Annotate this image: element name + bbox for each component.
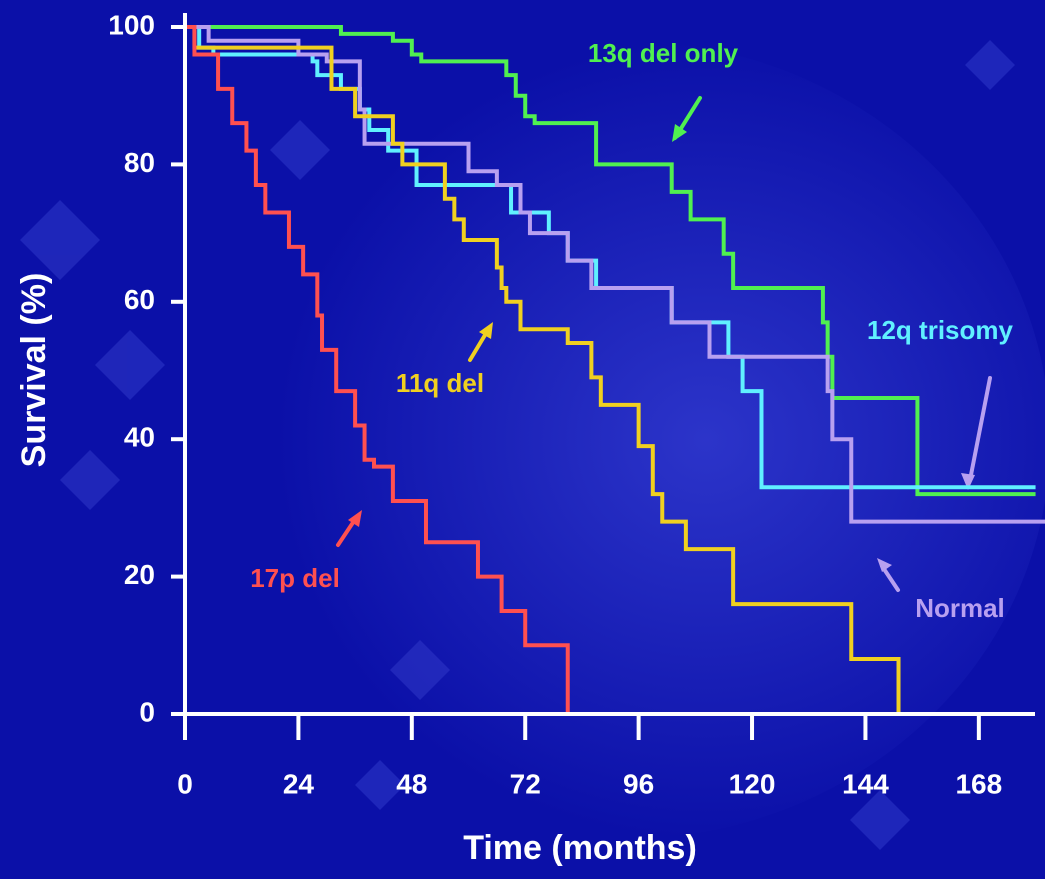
series-label: 11q del bbox=[396, 368, 484, 398]
page: {"chart_data": {"type": "step", "x_label… bbox=[0, 0, 1045, 879]
series-label: Normal bbox=[915, 593, 1005, 623]
y-tick-label: 60 bbox=[124, 284, 155, 315]
x-tick-label: 168 bbox=[955, 768, 1002, 799]
x-axis-label: Time (months) bbox=[463, 829, 697, 867]
y-tick-label: 20 bbox=[124, 559, 155, 590]
x-tick-label: 72 bbox=[510, 768, 541, 799]
x-tick-label: 96 bbox=[623, 768, 654, 799]
x-tick-label: 120 bbox=[729, 768, 776, 799]
series-label: 13q del only bbox=[588, 38, 739, 68]
series-label: 12q trisomy bbox=[867, 315, 1013, 345]
x-tick-label: 48 bbox=[396, 768, 427, 799]
series-label: 17p del bbox=[250, 563, 340, 593]
chart: Time (months) Survival (%) 0 24 48 72 96 120 1… bbox=[0, 0, 1045, 879]
y-tick-label: 80 bbox=[124, 147, 155, 178]
y-tick-label: 0 bbox=[139, 696, 155, 727]
x-tick-label: 0 bbox=[177, 768, 193, 799]
x-tick-label: 24 bbox=[283, 768, 315, 799]
y-tick-label: 40 bbox=[124, 422, 155, 453]
y-tick-label: 100 bbox=[108, 9, 155, 40]
x-tick-label: 144 bbox=[842, 768, 889, 799]
y-axis-label: Survival (%) bbox=[15, 273, 53, 468]
